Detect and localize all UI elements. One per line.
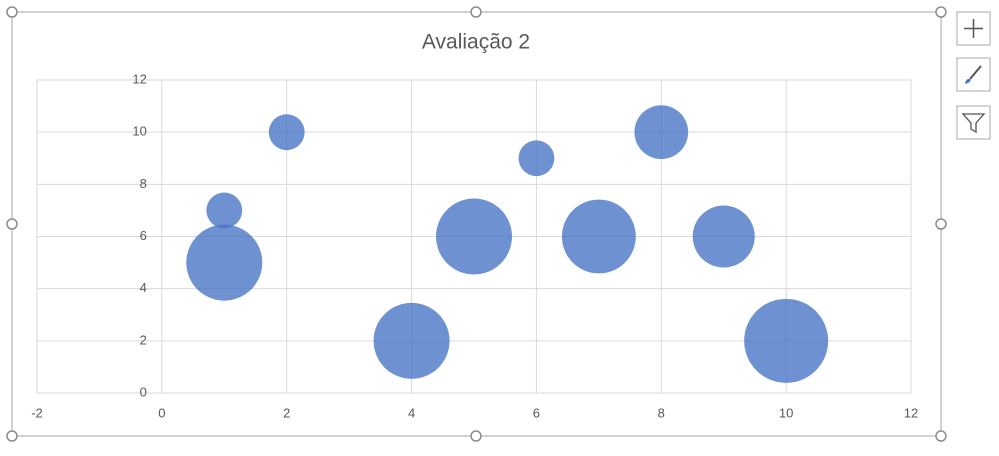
x-tick-label: 2 bbox=[283, 405, 290, 420]
bubble bbox=[634, 105, 689, 160]
bubble bbox=[692, 205, 755, 268]
bubble bbox=[744, 298, 829, 383]
resize-handles bbox=[6, 6, 947, 442]
chart-styles-button[interactable] bbox=[956, 57, 991, 92]
handle[interactable] bbox=[6, 430, 18, 442]
handle[interactable] bbox=[935, 218, 947, 230]
bubble bbox=[206, 192, 243, 229]
chart-filters-button[interactable] bbox=[956, 105, 991, 140]
plot-area: 0 2 4 6 8 10 12 -2 0 2 4 6 8 10 12 bbox=[31, 71, 918, 420]
x-tick-label: 4 bbox=[408, 405, 415, 420]
x-tick-label: 8 bbox=[658, 405, 665, 420]
bubble bbox=[186, 224, 263, 301]
bubble bbox=[436, 198, 512, 275]
y-tick-label: 4 bbox=[140, 280, 147, 295]
bubble bbox=[373, 302, 450, 379]
x-tick-label: 10 bbox=[779, 405, 793, 420]
bubble bbox=[561, 199, 636, 274]
y-tick-label: 0 bbox=[140, 384, 147, 399]
x-tick-label: 0 bbox=[158, 405, 165, 420]
y-tick-label: 6 bbox=[140, 228, 147, 243]
x-tick-label: -2 bbox=[31, 405, 43, 420]
bubble bbox=[518, 140, 555, 177]
handle[interactable] bbox=[935, 6, 947, 18]
chart-title: Avaliação 2 bbox=[422, 31, 530, 54]
y-tick-label: 2 bbox=[140, 332, 147, 347]
handle[interactable] bbox=[470, 430, 482, 442]
x-tick-label: 12 bbox=[904, 405, 918, 420]
handle[interactable] bbox=[6, 218, 18, 230]
x-tick-label: 6 bbox=[533, 405, 540, 420]
y-tick-label: 12 bbox=[132, 71, 146, 86]
chart-elements-button[interactable] bbox=[956, 11, 991, 46]
handle[interactable] bbox=[470, 6, 482, 18]
handle[interactable] bbox=[935, 430, 947, 442]
y-tick-label: 8 bbox=[140, 176, 147, 191]
handle[interactable] bbox=[6, 6, 18, 18]
y-tick-label: 10 bbox=[132, 124, 146, 139]
bubble bbox=[268, 114, 305, 151]
